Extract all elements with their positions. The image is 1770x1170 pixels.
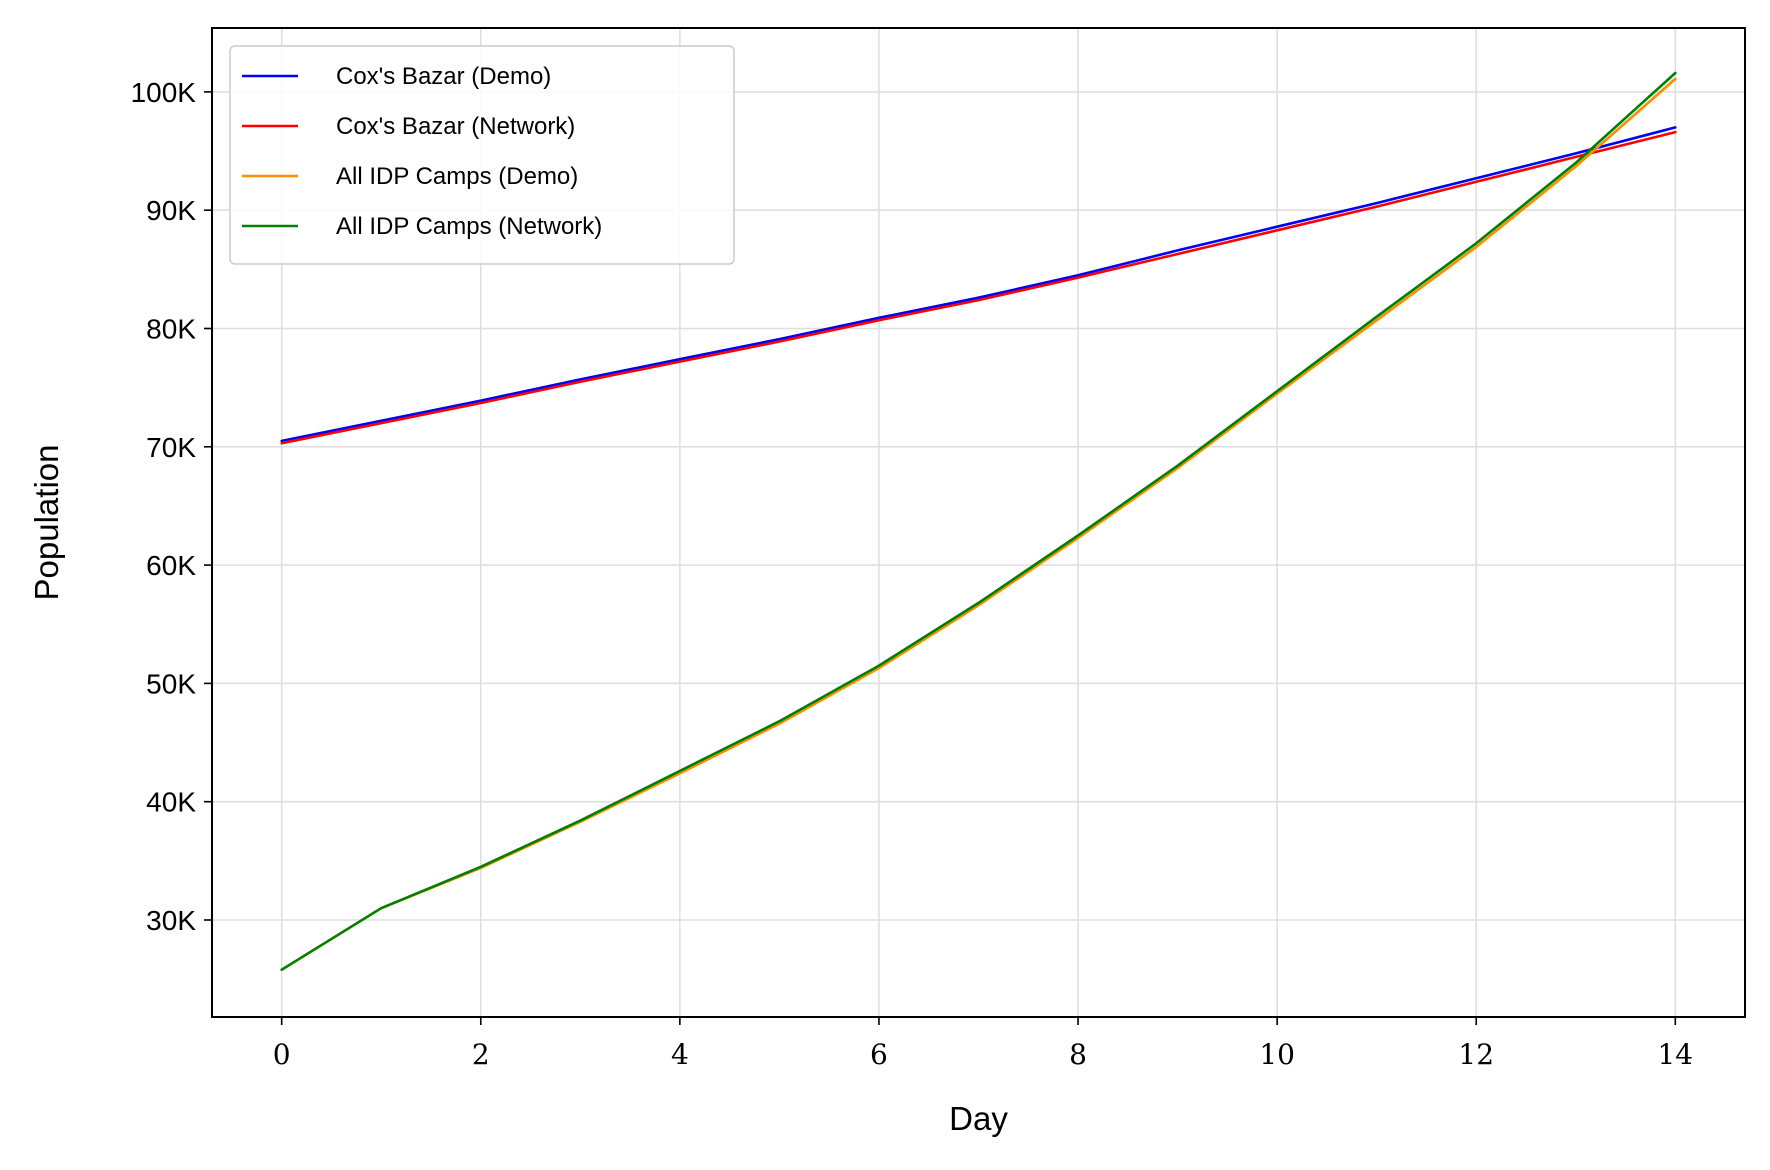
- x-tick-label: 2: [472, 1038, 490, 1071]
- legend: Cox's Bazar (Demo) Cox's Bazar (Network) A…: [229, 45, 735, 265]
- x-tick-label: 4: [671, 1038, 689, 1071]
- legend-label: All IDP Camps (Demo): [336, 163, 578, 190]
- series-lines: [280, 71, 1677, 972]
- x-tick-label: 0: [273, 1038, 291, 1071]
- series-line-1: [280, 126, 1677, 443]
- legend-label: Cox's Bazar (Network): [336, 113, 575, 140]
- legend-label: All IDP Camps (Network): [336, 213, 602, 240]
- x-tick-label: 6: [870, 1038, 888, 1071]
- series-line-2: [280, 130, 1677, 445]
- legend-box: [229, 45, 735, 265]
- y-tick-label: 70K: [146, 432, 196, 463]
- legend-label: Cox's Bazar (Demo): [336, 63, 551, 90]
- y-tick-label: 90K: [146, 195, 196, 226]
- y-tick-label: 100K: [131, 77, 197, 108]
- y-tick-label: 30K: [146, 905, 196, 936]
- y-axis-ticks: 30K 40K 50K 60K 70K 80K 90K 100K: [131, 77, 212, 936]
- x-tick-label: 12: [1458, 1038, 1494, 1071]
- series-line-4: [280, 71, 1677, 972]
- y-tick-label: 50K: [146, 668, 196, 699]
- y-axis-label: Population: [28, 445, 65, 601]
- y-tick-label: 40K: [146, 787, 196, 818]
- x-tick-label: 8: [1069, 1038, 1087, 1071]
- x-tick-label: 10: [1259, 1038, 1295, 1071]
- y-tick-label: 60K: [146, 550, 196, 581]
- x-axis-label: Day: [949, 1100, 1008, 1137]
- x-axis-ticks: 0 2 4 6 8 10 12 14: [273, 1017, 1693, 1071]
- y-tick-label: 80K: [146, 313, 196, 344]
- plot-area-frame: [211, 27, 1746, 1018]
- x-tick-label: 14: [1657, 1038, 1693, 1071]
